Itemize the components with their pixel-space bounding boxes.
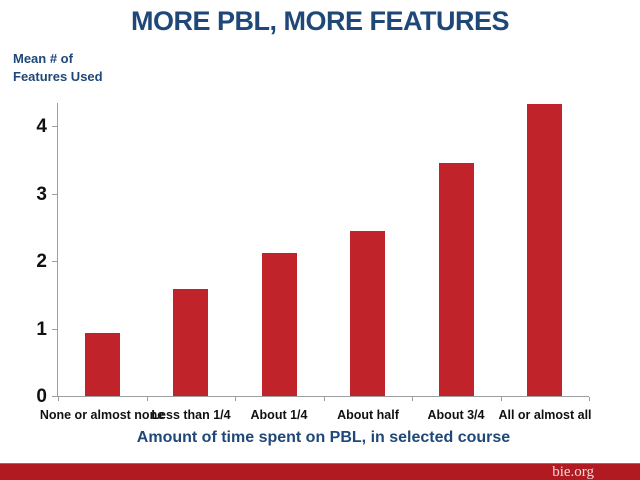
x-category-label: All or almost all — [498, 408, 592, 422]
x-tick-mark — [589, 397, 590, 401]
x-tick-mark — [501, 397, 502, 401]
y-tick-mark — [52, 261, 58, 262]
y-axis-line — [57, 103, 58, 397]
x-axis-title: Amount of time spent on PBL, in selected… — [136, 429, 511, 446]
y-axis-title-line2: Features Used — [13, 68, 103, 84]
bar-3 — [262, 253, 297, 396]
y-tick-label: 4 — [36, 116, 47, 137]
bar-6 — [527, 104, 562, 396]
x-tick-mark — [412, 397, 413, 401]
bar-2 — [173, 289, 208, 396]
x-category-label: About 1/4 — [250, 408, 308, 422]
bar-5 — [439, 163, 474, 396]
y-tick-label: 1 — [36, 318, 47, 340]
x-tick-mark — [58, 397, 59, 401]
footer-strip: bie.org — [0, 463, 640, 480]
slide-title: MORE PBL, MORE FEATURES — [130, 6, 510, 36]
y-tick-mark — [52, 193, 58, 195]
x-category-label: Less than 1/4 — [151, 408, 231, 422]
y-axis-title-line1: Mean # of — [13, 51, 73, 66]
y-tick-mark — [52, 126, 58, 127]
x-tick-mark — [324, 397, 325, 401]
y-tick-label: 2 — [36, 251, 47, 272]
bar-4 — [350, 231, 385, 396]
x-tick-mark — [235, 397, 236, 401]
bar-1 — [85, 333, 120, 396]
y-tick-mark — [52, 328, 58, 330]
y-tick-mark — [52, 396, 58, 397]
x-category-label: None or almost none — [39, 408, 165, 422]
y-tick-label: 0 — [36, 386, 47, 407]
y-axis-title: Mean # of Features Used — [13, 50, 103, 85]
x-axis-line — [58, 396, 589, 397]
footer-site-link: bie.org — [552, 464, 594, 480]
x-category-label: About half — [337, 408, 399, 422]
y-tick-label: 3 — [36, 183, 47, 205]
x-tick-mark — [147, 397, 148, 401]
x-category-label: About 3/4 — [427, 408, 485, 422]
